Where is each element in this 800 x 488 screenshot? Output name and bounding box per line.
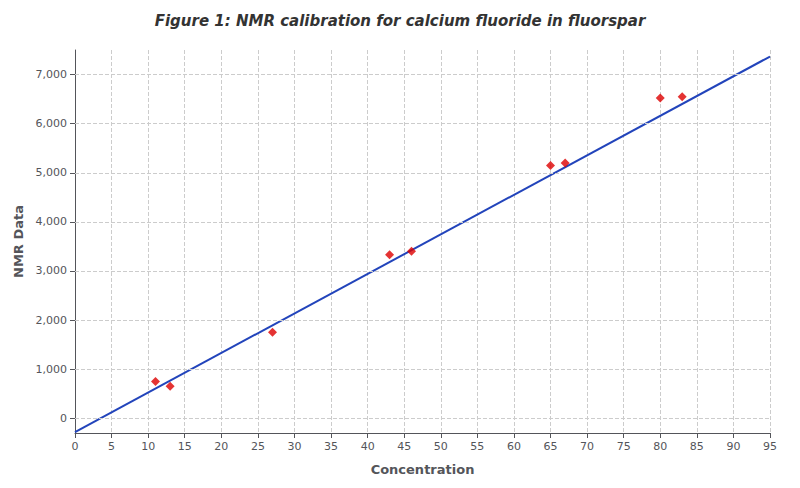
svg-text:70: 70 [580,440,594,453]
svg-text:1,000: 1,000 [36,363,68,376]
svg-text:0: 0 [60,412,67,425]
svg-text:65: 65 [544,440,558,453]
svg-text:NMR Data: NMR Data [11,205,26,278]
svg-text:5,000: 5,000 [36,166,68,179]
svg-text:25: 25 [251,440,265,453]
svg-text:20: 20 [214,440,228,453]
svg-text:4,000: 4,000 [36,215,68,228]
svg-text:6,000: 6,000 [36,117,68,130]
svg-text:0: 0 [72,440,79,453]
svg-text:75: 75 [617,440,631,453]
svg-text:3,000: 3,000 [36,264,68,277]
svg-text:55: 55 [470,440,484,453]
svg-text:2,000: 2,000 [36,314,68,327]
svg-text:60: 60 [507,440,521,453]
svg-text:85: 85 [690,440,704,453]
svg-text:10: 10 [141,440,155,453]
svg-text:80: 80 [653,440,667,453]
svg-text:40: 40 [361,440,375,453]
svg-text:15: 15 [178,440,192,453]
svg-text:30: 30 [287,440,301,453]
svg-text:45: 45 [397,440,411,453]
svg-text:95: 95 [763,440,777,453]
svg-text:35: 35 [324,440,338,453]
svg-text:90: 90 [726,440,740,453]
svg-text:7,000: 7,000 [36,68,68,81]
svg-text:50: 50 [434,440,448,453]
svg-text:Figure 1: NMR calibration for: Figure 1: NMR calibration for calcium fl… [155,12,647,30]
svg-text:5: 5 [108,440,115,453]
svg-text:Concentration: Concentration [371,462,475,477]
